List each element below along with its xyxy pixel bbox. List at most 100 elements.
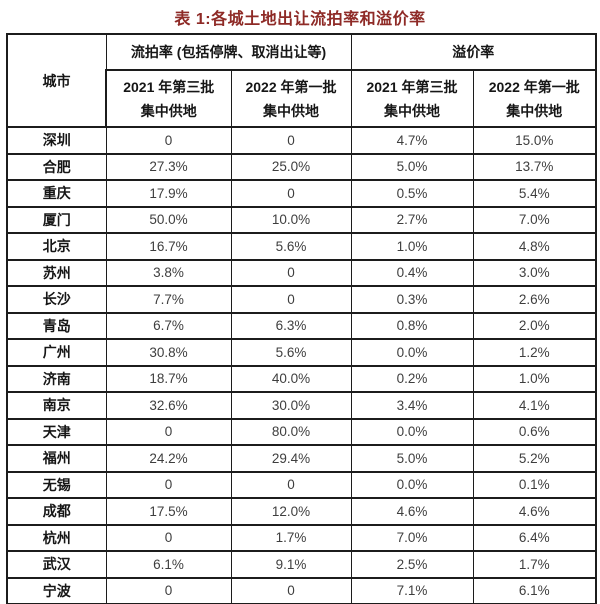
failure-rate-2022-cell: 6.3% — [230, 311, 352, 340]
city-name-cell: 合肥 — [6, 152, 107, 181]
premium-rate-2021-cell: 4.6% — [350, 497, 474, 526]
failure-rate-2022-cell: 5.6% — [230, 232, 352, 261]
failure-rate-2021-cell: 0 — [105, 126, 232, 155]
failure-rate-2022-cell: 1.7% — [230, 523, 352, 552]
table-row: 济南 18.7% 40.0% 0.2% 1.0% — [6, 364, 597, 393]
table-row: 天津 0 80.0% 0.0% 0.6% — [6, 417, 597, 446]
premium-rate-2022-cell: 13.7% — [472, 152, 597, 181]
failure-rate-2021-cell: 17.9% — [105, 179, 232, 208]
premium-rate-2021-cell: 7.0% — [350, 523, 474, 552]
premium-rate-2022-cell: 1.2% — [472, 338, 597, 367]
failure-rate-2021-cell: 24.2% — [105, 444, 232, 473]
subheader-line2: 集中供地 — [384, 102, 440, 119]
premium-rate-2022-cell: 15.0% — [472, 126, 597, 155]
premium-rate-2021-cell: 0.8% — [350, 311, 474, 340]
subheader-line1: 2021 年第三批 — [366, 78, 458, 95]
city-name-cell: 武汉 — [6, 550, 107, 579]
city-name-cell: 宁波 — [6, 576, 107, 604]
failure-rate-2021-cell: 3.8% — [105, 258, 232, 287]
column-group-premium-rate: 溢价率 — [350, 33, 597, 71]
premium-rate-2022-cell: 4.1% — [472, 391, 597, 420]
failure-rate-2022-cell: 0 — [230, 179, 352, 208]
failure-rate-2021-cell: 30.8% — [105, 338, 232, 367]
city-land-table: 城市 流拍率 (包括停牌、取消出让等) 溢价率 2021 年第三批 集中供地 2… — [6, 33, 597, 604]
subheader-line2: 集中供地 — [140, 102, 197, 119]
premium-rate-2022-cell: 2.0% — [472, 311, 597, 340]
premium-rate-2022-cell: 2.6% — [472, 285, 597, 314]
city-name-cell: 厦门 — [6, 205, 107, 234]
header-group-row: 城市 流拍率 (包括停牌、取消出让等) 溢价率 — [6, 33, 597, 128]
table-row: 北京 16.7% 5.6% 1.0% 4.8% — [6, 232, 597, 261]
city-name-cell: 北京 — [6, 232, 107, 261]
premium-rate-2021-cell: 0.0% — [350, 470, 474, 499]
failure-rate-2021-cell: 16.7% — [105, 232, 232, 261]
city-name-cell: 无锡 — [6, 470, 107, 499]
table-row: 福州 24.2% 29.4% 5.0% 5.2% — [6, 444, 597, 473]
city-name-cell: 天津 — [6, 417, 107, 446]
subheader-premium-2021-batch3: 2021 年第三批 集中供地 — [350, 69, 474, 128]
city-name-cell: 广州 — [6, 338, 107, 367]
city-name-cell: 济南 — [6, 364, 107, 393]
failure-rate-2022-cell: 5.6% — [230, 338, 352, 367]
subheader-line2: 集中供地 — [263, 102, 319, 119]
city-name-cell: 长沙 — [6, 285, 107, 314]
premium-rate-2022-cell: 6.4% — [472, 523, 597, 552]
failure-rate-2021-cell: 6.1% — [105, 550, 232, 579]
failure-rate-2021-cell: 0 — [105, 576, 232, 604]
table-row: 广州 30.8% 5.6% 0.0% 1.2% — [6, 338, 597, 367]
premium-rate-2021-cell: 0.4% — [350, 258, 474, 287]
premium-rate-2021-cell: 1.0% — [350, 232, 474, 261]
table-row: 深圳 0 0 4.7% 15.0% — [6, 126, 597, 155]
failure-rate-2022-cell: 25.0% — [230, 152, 352, 181]
failure-rate-2022-cell: 80.0% — [230, 417, 352, 446]
subheader-line1: 2022 年第一批 — [488, 78, 580, 95]
city-name-cell: 杭州 — [6, 523, 107, 552]
premium-rate-2021-cell: 0.2% — [350, 364, 474, 393]
failure-rate-2022-cell: 0 — [230, 126, 352, 155]
failure-rate-2022-cell: 30.0% — [230, 391, 352, 420]
subheader-failure-2021-batch3: 2021 年第三批 集中供地 — [105, 69, 232, 128]
table-row: 合肥 27.3% 25.0% 5.0% 13.7% — [6, 152, 597, 181]
premium-rate-2022-cell: 1.0% — [472, 364, 597, 393]
table-row: 宁波 0 0 7.1% 6.1% — [6, 576, 597, 604]
subheader-line1: 2021 年第三批 — [123, 78, 215, 95]
subheader-line1: 2022 年第一批 — [245, 78, 337, 95]
failure-rate-2021-cell: 50.0% — [105, 205, 232, 234]
table-row: 厦门 50.0% 10.0% 2.7% 7.0% — [6, 205, 597, 234]
city-name-cell: 深圳 — [6, 126, 107, 155]
failure-rate-2021-cell: 6.7% — [105, 311, 232, 340]
premium-rate-2022-cell: 5.2% — [472, 444, 597, 473]
failure-rate-2022-cell: 0 — [230, 258, 352, 287]
premium-rate-2021-cell: 0.0% — [350, 338, 474, 367]
table-row: 成都 17.5% 12.0% 4.6% 4.6% — [6, 497, 597, 526]
table-row: 苏州 3.8% 0 0.4% 3.0% — [6, 258, 597, 287]
table-row: 杭州 0 1.7% 7.0% 6.4% — [6, 523, 597, 552]
premium-rate-2021-cell: 2.5% — [350, 550, 474, 579]
city-name-cell: 成都 — [6, 497, 107, 526]
city-name-cell: 重庆 — [6, 179, 107, 208]
failure-rate-2022-cell: 0 — [230, 285, 352, 314]
failure-rate-2021-cell: 7.7% — [105, 285, 232, 314]
failure-rate-2022-cell: 10.0% — [230, 205, 352, 234]
failure-rate-2022-cell: 0 — [230, 470, 352, 499]
failure-rate-2022-cell: 0 — [230, 576, 352, 604]
failure-rate-2021-cell: 32.6% — [105, 391, 232, 420]
failure-rate-2021-cell: 0 — [105, 523, 232, 552]
premium-rate-2022-cell: 6.1% — [472, 576, 597, 604]
failure-rate-2022-cell: 12.0% — [230, 497, 352, 526]
city-name-cell: 苏州 — [6, 258, 107, 287]
table-header: 城市 流拍率 (包括停牌、取消出让等) 溢价率 2021 年第三批 集中供地 2… — [6, 33, 597, 128]
premium-rate-2022-cell: 4.8% — [472, 232, 597, 261]
city-name-cell: 青岛 — [6, 311, 107, 340]
premium-rate-2021-cell: 0.0% — [350, 417, 474, 446]
premium-rate-2022-cell: 3.0% — [472, 258, 597, 287]
city-name-cell: 福州 — [6, 444, 107, 473]
table-row: 青岛 6.7% 6.3% 0.8% 2.0% — [6, 311, 597, 340]
premium-rate-2021-cell: 2.7% — [350, 205, 474, 234]
city-name-cell: 南京 — [6, 391, 107, 420]
premium-rate-2022-cell: 1.7% — [472, 550, 597, 579]
failure-rate-2021-cell: 27.3% — [105, 152, 232, 181]
table-row: 武汉 6.1% 9.1% 2.5% 1.7% — [6, 550, 597, 579]
failure-rate-2021-cell: 17.5% — [105, 497, 232, 526]
